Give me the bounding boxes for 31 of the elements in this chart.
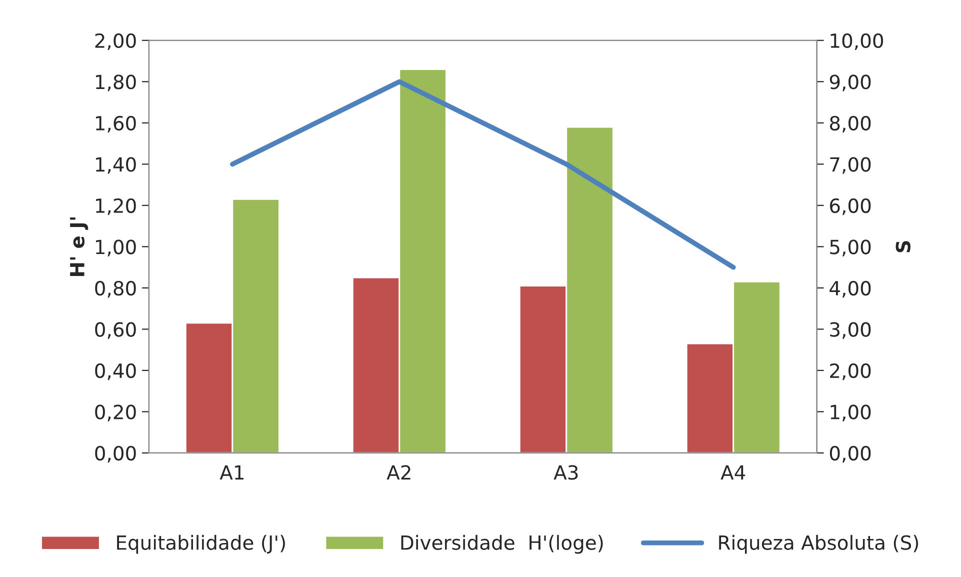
y-tick-label: 0,00 (95, 446, 136, 463)
y2-tick-label: 10,00 (830, 33, 884, 50)
legend-label: Riqueza Absoluta (S) (719, 534, 918, 554)
y-tick-label: 1,60 (96, 116, 136, 133)
y2-tick-label: 0,00 (830, 446, 871, 463)
y2-tick-label: 5,00 (830, 240, 871, 256)
legend-label: Diversidade H'(loge) (401, 534, 603, 554)
x-tick-label: A4 (720, 465, 746, 480)
y-tick-label: 1,20 (96, 198, 136, 216)
y-tick-label: 0,60 (95, 322, 136, 339)
y2-tick-label: 2,00 (830, 363, 871, 380)
y-tick-label: 0,80 (95, 280, 136, 298)
y2-tick-label: 8,00 (830, 116, 871, 133)
y-tick-label: 0,40 (95, 363, 136, 380)
x-tick-label: A3 (554, 465, 578, 480)
y-tick-label: 1,80 (96, 74, 136, 92)
y2-axis-title: S (896, 241, 910, 252)
y-axis-title: H' e J' (70, 217, 88, 276)
legend-label: Equitabilidade (J') (117, 534, 285, 554)
y2-tick-label: 4,00 (830, 280, 871, 298)
x-tick-label: A2 (386, 465, 410, 480)
y2-tick-label: 3,00 (830, 322, 871, 339)
y-tick-label: 1,40 (96, 157, 136, 174)
y-tick-label: 1,00 (96, 240, 136, 256)
y2-tick-label: 6,00 (830, 198, 871, 216)
y2-tick-label: 7,00 (830, 157, 871, 174)
x-tick-label: A1 (220, 465, 244, 480)
y2-tick-label: 9,00 (830, 74, 871, 92)
y2-tick-label: 1,00 (830, 404, 871, 422)
y-tick-label: 2,00 (95, 33, 136, 50)
y-tick-label: 0,20 (95, 404, 136, 422)
